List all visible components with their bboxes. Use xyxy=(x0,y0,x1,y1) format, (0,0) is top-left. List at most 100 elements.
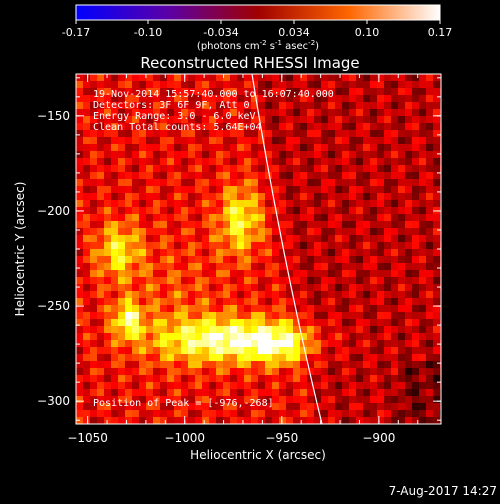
heatmap-pixel xyxy=(419,333,427,341)
heatmap-pixel xyxy=(244,361,252,369)
heatmap-pixel xyxy=(160,116,168,124)
heatmap-pixel xyxy=(328,347,336,355)
heatmap-pixel xyxy=(153,417,161,424)
heatmap-pixel xyxy=(146,417,154,424)
heatmap-pixel xyxy=(363,158,371,166)
heatmap-pixel xyxy=(335,382,343,390)
heatmap-pixel xyxy=(146,291,154,299)
heatmap-pixel xyxy=(125,151,133,159)
heatmap-pixel xyxy=(356,249,364,257)
heatmap-pixel xyxy=(265,263,273,271)
heatmap-pixel xyxy=(132,137,140,145)
heatmap-pixel xyxy=(321,410,329,418)
heatmap-pixel xyxy=(209,396,217,404)
heatmap-pixel xyxy=(265,95,273,103)
heatmap-pixel xyxy=(97,375,105,383)
heatmap-pixel xyxy=(181,396,189,404)
heatmap-pixel xyxy=(293,116,301,124)
heatmap-pixel xyxy=(349,382,357,390)
heatmap-pixel xyxy=(209,214,217,222)
heatmap-pixel xyxy=(265,347,273,355)
heatmap-pixel xyxy=(349,123,357,131)
heatmap-pixel xyxy=(433,179,441,187)
heatmap-pixel xyxy=(104,221,112,229)
heatmap-pixel xyxy=(321,165,329,173)
heatmap-pixel xyxy=(244,354,252,362)
heatmap-pixel xyxy=(209,179,217,187)
heatmap-pixel xyxy=(139,312,147,320)
heatmap-pixel xyxy=(419,389,427,397)
heatmap-pixel xyxy=(125,228,133,236)
heatmap-pixel xyxy=(139,95,147,103)
heatmap-pixel xyxy=(272,403,280,411)
heatmap-pixel xyxy=(286,340,294,348)
heatmap-pixel xyxy=(391,144,399,152)
heatmap-pixel xyxy=(335,396,343,404)
heatmap-pixel xyxy=(405,375,413,383)
heatmap-pixel xyxy=(412,305,420,313)
heatmap-pixel xyxy=(335,186,343,194)
heatmap-pixel xyxy=(370,235,378,243)
heatmap-pixel xyxy=(349,319,357,327)
heatmap-pixel xyxy=(167,235,175,243)
heatmap-pixel xyxy=(167,277,175,285)
heatmap-pixel xyxy=(223,410,231,418)
heatmap-pixel xyxy=(328,382,336,390)
heatmap-pixel xyxy=(349,116,357,124)
heatmap-pixel xyxy=(97,298,105,306)
heatmap-pixel xyxy=(342,340,350,348)
heatmap-pixel xyxy=(370,214,378,222)
heatmap-pixel xyxy=(391,88,399,96)
heatmap-pixel xyxy=(104,88,112,96)
heatmap-pixel xyxy=(314,214,322,222)
heatmap-pixel xyxy=(342,193,350,201)
heatmap-pixel xyxy=(132,144,140,152)
heatmap-pixel xyxy=(405,396,413,404)
heatmap-pixel xyxy=(356,410,364,418)
heatmap-pixel xyxy=(202,95,210,103)
heatmap-pixel xyxy=(391,186,399,194)
heatmap-pixel xyxy=(202,361,210,369)
heatmap-pixel xyxy=(167,172,175,180)
heatmap-pixel xyxy=(335,74,343,82)
heatmap-pixel xyxy=(237,151,245,159)
heatmap-pixel xyxy=(370,368,378,376)
heatmap-pixel xyxy=(342,270,350,278)
heatmap-pixel xyxy=(258,417,266,424)
heatmap-pixel xyxy=(307,88,315,96)
heatmap-pixel xyxy=(286,256,294,264)
heatmap-pixel xyxy=(202,333,210,341)
heatmap-pixel xyxy=(153,123,161,131)
heatmap-pixel xyxy=(433,263,441,271)
heatmap-pixel xyxy=(132,249,140,257)
heatmap-pixel xyxy=(377,123,385,131)
heatmap-pixel xyxy=(286,228,294,236)
heatmap-pixel xyxy=(314,417,322,424)
heatmap-pixel xyxy=(83,354,91,362)
heatmap-pixel xyxy=(300,326,308,334)
heatmap-pixel xyxy=(426,403,434,411)
heatmap-pixel xyxy=(223,207,231,215)
heatmap-pixel xyxy=(314,116,322,124)
heatmap-pixel xyxy=(251,74,259,82)
heatmap-pixel xyxy=(111,291,119,299)
heatmap-pixel xyxy=(412,361,420,369)
heatmap-pixel xyxy=(202,179,210,187)
heatmap-pixel xyxy=(153,228,161,236)
heatmap-pixel xyxy=(160,235,168,243)
heatmap-pixel xyxy=(272,179,280,187)
heatmap-pixel xyxy=(419,312,427,320)
heatmap-pixel xyxy=(412,242,420,250)
heatmap-pixel xyxy=(125,326,133,334)
heatmap-pixel xyxy=(321,102,329,110)
heatmap-pixel xyxy=(174,109,182,117)
heatmap-pixel xyxy=(328,410,336,418)
heatmap-pixel xyxy=(118,74,126,82)
heatmap-pixel xyxy=(328,144,336,152)
heatmap-pixel xyxy=(391,368,399,376)
heatmap-pixel xyxy=(216,242,224,250)
heatmap-pixel xyxy=(258,270,266,278)
heatmap-pixel xyxy=(146,137,154,145)
heatmap-pixel xyxy=(209,123,217,131)
heatmap-pixel xyxy=(363,368,371,376)
